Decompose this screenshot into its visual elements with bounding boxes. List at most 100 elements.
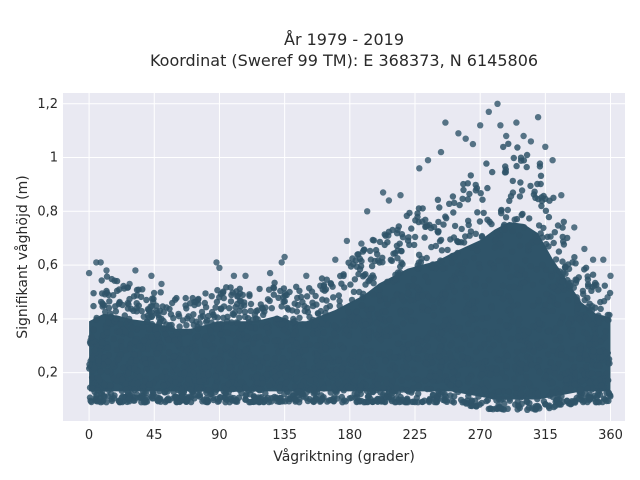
outlier-point (442, 119, 449, 126)
data-point (160, 354, 167, 361)
data-point (502, 166, 509, 173)
data-point (279, 355, 287, 362)
data-point (586, 341, 593, 348)
data-point (368, 347, 375, 355)
data-point (180, 363, 188, 371)
data-point (143, 296, 150, 304)
data-point (238, 322, 246, 330)
data-point (107, 310, 114, 317)
data-point (319, 395, 326, 402)
data-point (448, 354, 455, 361)
data-point (162, 368, 169, 375)
data-point (469, 244, 476, 251)
data-point (605, 377, 612, 384)
data-point (290, 331, 297, 338)
data-point (396, 240, 403, 247)
data-point (303, 335, 310, 342)
data-point (376, 292, 383, 299)
data-point (343, 326, 350, 334)
data-point (513, 162, 520, 170)
data-point (263, 354, 271, 361)
y-tick-label: 0,2 (37, 366, 58, 381)
data-point (535, 222, 543, 229)
data-point (309, 302, 317, 310)
data-point (358, 368, 366, 375)
data-point (312, 292, 319, 300)
data-point (442, 291, 449, 298)
y-axis-ticks: 0,2 0,4 0,6 0,8 1 1,2 (37, 97, 58, 381)
outlier-point (416, 165, 423, 172)
data-point (516, 232, 523, 239)
data-point (536, 163, 544, 170)
data-point (158, 373, 165, 380)
data-point (499, 295, 507, 303)
data-point (150, 359, 158, 366)
data-point (551, 229, 558, 236)
data-point (549, 379, 556, 387)
data-point (355, 270, 362, 278)
data-point (452, 276, 459, 284)
data-point (557, 344, 565, 352)
data-point (517, 179, 524, 186)
data-point (606, 311, 613, 319)
data-point (379, 384, 387, 392)
data-point (293, 340, 300, 347)
data-point (398, 259, 405, 266)
data-point (583, 330, 590, 337)
data-point (205, 386, 212, 394)
data-point (283, 338, 290, 346)
data-point (314, 330, 322, 338)
data-point (426, 398, 433, 406)
data-point (297, 293, 305, 301)
data-point (172, 379, 179, 386)
data-point (406, 209, 413, 217)
data-point (415, 382, 422, 389)
data-point (410, 398, 417, 405)
data-point (129, 324, 136, 332)
data-point (165, 336, 172, 344)
x-tick-label: 0 (85, 428, 93, 443)
outlier-point (607, 272, 614, 279)
data-point (306, 341, 314, 348)
data-point (134, 379, 142, 387)
data-point (436, 347, 443, 355)
outlier-point (216, 264, 223, 271)
data-point (95, 357, 102, 364)
data-point (242, 347, 249, 354)
outlier-point (534, 114, 542, 121)
x-tick-label: 45 (146, 428, 163, 443)
data-point (574, 305, 581, 312)
outlier-point (278, 259, 285, 266)
data-point (189, 363, 197, 370)
data-point (208, 335, 216, 342)
data-point (225, 380, 232, 388)
data-point (592, 335, 599, 342)
data-point (242, 396, 249, 403)
data-point (571, 381, 579, 388)
data-point (434, 228, 441, 235)
data-point (253, 373, 260, 381)
data-point (375, 257, 382, 264)
data-point (387, 256, 394, 263)
data-point (478, 232, 486, 240)
data-point (415, 218, 422, 226)
data-point (237, 303, 245, 310)
data-point (295, 355, 303, 362)
data-point (516, 193, 524, 200)
outlier-point (542, 143, 549, 150)
data-point (182, 294, 189, 302)
data-point (479, 315, 486, 322)
data-point (170, 388, 177, 396)
data-point (496, 317, 504, 325)
data-point (304, 397, 312, 405)
data-point (423, 254, 430, 262)
data-point (200, 357, 207, 365)
data-point (525, 328, 532, 336)
data-point (137, 293, 145, 301)
data-point (115, 300, 123, 308)
data-point (401, 333, 408, 340)
data-point (143, 366, 150, 374)
chart-title-line1: År 1979 - 2019 (284, 30, 404, 49)
data-point (287, 347, 294, 354)
data-point (501, 226, 509, 233)
